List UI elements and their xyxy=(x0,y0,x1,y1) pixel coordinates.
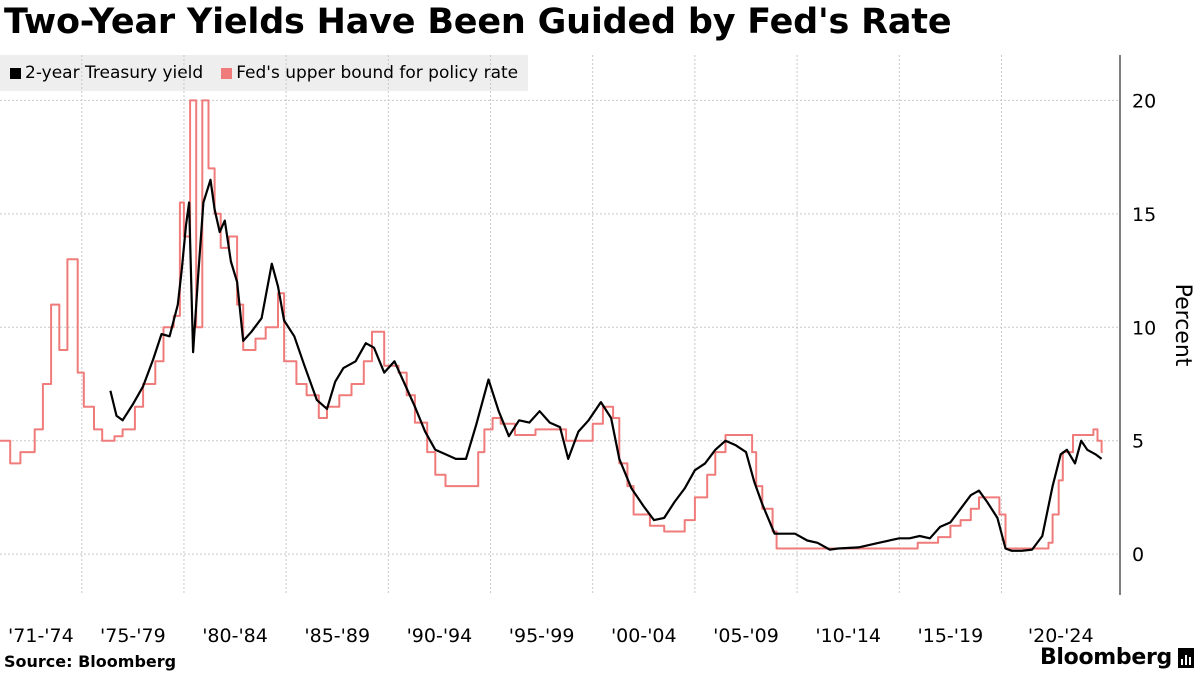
y-tick-label: 0 xyxy=(1132,544,1144,566)
x-tick-label: '10-'14 xyxy=(815,625,881,647)
legend: 2-year Treasury yield Fed's upper bound … xyxy=(0,55,528,91)
x-tick-label: '05-'09 xyxy=(713,625,779,647)
bloomberg-bars-icon xyxy=(1178,647,1194,668)
y-tick-label: 15 xyxy=(1132,204,1156,226)
brand-name: Bloomberg xyxy=(1039,645,1172,670)
y-axis-label: Percent xyxy=(1170,284,1195,367)
chart-title: Two-Year Yields Have Been Guided by Fed'… xyxy=(4,2,952,42)
legend-item-treasury: 2-year Treasury yield xyxy=(10,63,203,83)
x-tick-label: '71-'74 xyxy=(8,625,74,647)
x-tick-label: '80-'84 xyxy=(202,625,268,647)
x-tick-label: '85-'89 xyxy=(304,625,370,647)
x-tick-label: '15-'19 xyxy=(918,625,984,647)
brand-logo: Bloomberg xyxy=(1040,645,1194,670)
axis-layer: 0 5 10 15 20 '71-'74 '75-'79 '80-'84 '85-'89 '90-… xyxy=(8,55,1195,647)
grid xyxy=(0,55,1120,595)
x-tick-label: '95-'99 xyxy=(509,625,575,647)
x-tick-label: '75-'79 xyxy=(100,625,166,647)
legend-item-fed: Fed's upper bound for policy rate xyxy=(221,63,518,83)
x-tick-label: '90-'94 xyxy=(407,625,473,647)
y-tick-label: 20 xyxy=(1132,90,1156,112)
x-tick-label: '00-'04 xyxy=(611,625,677,647)
legend-label-treasury: 2-year Treasury yield xyxy=(25,63,204,83)
legend-swatch-treasury xyxy=(10,67,21,79)
fed-rate-line xyxy=(0,99,1103,550)
y-tick-label: 10 xyxy=(1132,317,1156,339)
legend-swatch-fed xyxy=(221,67,233,79)
series-layer xyxy=(0,99,1103,552)
source-note: Source: Bloomberg xyxy=(4,652,177,671)
x-tick-label: '20-'24 xyxy=(1028,625,1094,647)
legend-label-fed: Fed's upper bound for policy rate xyxy=(236,63,519,83)
y-tick-label: 5 xyxy=(1132,431,1144,453)
treasury-yield-line xyxy=(109,178,1103,552)
